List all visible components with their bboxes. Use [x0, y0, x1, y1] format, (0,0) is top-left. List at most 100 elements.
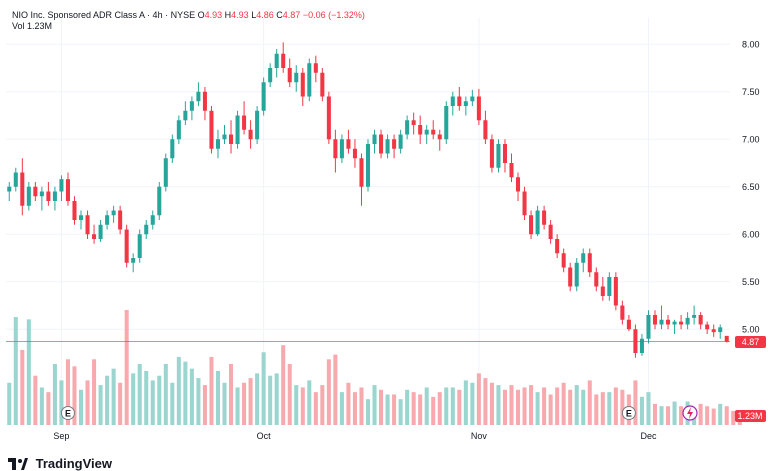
candle-body	[255, 110, 260, 140]
price-axis: 8.00 7.50 7.00 6.50 6.00 5.50 5.00	[742, 39, 760, 334]
volume-bar	[587, 380, 592, 425]
brand-name: TradingView	[35, 456, 112, 471]
volume-bar	[457, 389, 462, 425]
volume-bar	[646, 392, 651, 425]
candle-body	[561, 253, 566, 268]
volume-bar	[496, 385, 501, 425]
candle-body	[685, 317, 690, 325]
volume-bar	[196, 378, 201, 425]
candle-body	[59, 179, 64, 192]
symbol-title[interactable]: NIO Inc. Sponsored ADR Class A · 4h · NY…	[12, 10, 196, 20]
volume-bar	[535, 392, 540, 425]
candle-body	[574, 262, 579, 287]
candle-body	[248, 129, 253, 140]
tradingview-footer[interactable]: TradingView	[8, 455, 112, 471]
volume-bar	[444, 387, 449, 425]
open-value: 4.93	[204, 10, 223, 20]
candle-body	[600, 286, 605, 296]
open-label: O	[197, 10, 205, 20]
volume-bar	[85, 380, 90, 425]
volume-bar	[600, 392, 605, 425]
volume-bar	[405, 389, 410, 425]
candle-body	[424, 129, 429, 135]
candle-body	[483, 120, 488, 140]
volume-bar	[261, 352, 266, 425]
candle-body	[359, 158, 364, 187]
volume-bar	[52, 363, 57, 425]
earnings-marker-icon[interactable]: E	[60, 406, 75, 420]
volume-bar	[78, 389, 84, 425]
candle-body	[202, 91, 207, 111]
candle-body	[476, 96, 481, 121]
volume-bar	[502, 389, 507, 425]
candle-body	[287, 68, 292, 83]
volume-bar	[379, 389, 384, 425]
volume-bar	[59, 380, 64, 425]
volume-bar	[698, 403, 703, 425]
volume-bar	[98, 385, 103, 425]
volume-bar	[522, 387, 527, 425]
volume-bar	[222, 382, 227, 425]
y-tick-label: 7.00	[742, 134, 760, 144]
volume-bar	[529, 385, 534, 425]
x-tick-label: Dec	[640, 431, 657, 441]
candle-body	[215, 139, 221, 149]
volume-bar	[633, 380, 638, 425]
candle-body	[300, 72, 305, 97]
candle-body	[502, 144, 507, 163]
volume-bar	[118, 382, 123, 425]
volume-bar	[242, 382, 247, 425]
candle-body	[392, 139, 397, 149]
volume-bar	[39, 387, 44, 425]
volume-bar	[326, 359, 331, 425]
y-tick-label: 5.50	[742, 277, 760, 287]
candle-body	[33, 186, 38, 197]
volume-bar	[307, 380, 312, 425]
candle-body	[626, 319, 631, 330]
candle-body	[705, 324, 710, 330]
candle-body	[307, 63, 312, 97]
volume-bar	[476, 373, 481, 425]
candle-body	[639, 338, 644, 353]
volume-bar	[470, 382, 475, 425]
volume-label[interactable]: Vol	[12, 21, 25, 31]
candle-body	[365, 144, 371, 187]
chart-legend: NIO Inc. Sponsored ADR Class A · 4h · NY…	[12, 9, 365, 22]
candle-body	[718, 327, 723, 333]
volume-bar	[235, 387, 240, 425]
candle-body	[666, 319, 671, 325]
volume-bars	[7, 310, 742, 425]
volume-bar	[72, 366, 77, 425]
volume-bar	[666, 406, 671, 425]
volume-bar	[718, 403, 723, 425]
candle-body	[405, 120, 410, 135]
candle-body	[189, 101, 194, 111]
volume-bar	[144, 371, 149, 425]
volume-bar	[150, 380, 155, 425]
candle-body	[131, 258, 136, 263]
volume-bar	[555, 387, 560, 425]
candle-body	[496, 144, 501, 168]
volume-bar	[183, 361, 188, 425]
volume-value-badge-bg	[735, 410, 766, 422]
volume-bar	[176, 356, 181, 425]
close-value: 4.87	[282, 10, 301, 20]
candle-body	[613, 277, 618, 306]
candle-body	[313, 63, 318, 73]
volume-bar	[65, 359, 70, 425]
candle-body	[196, 91, 201, 102]
volume-bar	[215, 371, 221, 425]
candle-body	[437, 134, 442, 140]
y-tick-label: 6.50	[742, 182, 760, 192]
lightning-icon[interactable]	[682, 405, 698, 421]
volume-bar	[705, 406, 710, 425]
candle-body	[78, 215, 84, 220]
volume-bar	[13, 317, 18, 425]
volume-legend: Vol 1.23M	[12, 21, 52, 31]
time-axis: Sep Oct Nov Dec	[53, 431, 657, 441]
candle-body	[444, 106, 449, 140]
y-tick-label: 8.00	[742, 39, 760, 49]
earnings-marker-icon[interactable]: E	[621, 406, 636, 420]
